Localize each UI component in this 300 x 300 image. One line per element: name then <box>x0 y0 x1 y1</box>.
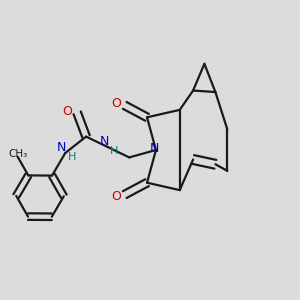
Text: CH₃: CH₃ <box>9 149 28 159</box>
Text: O: O <box>111 98 121 110</box>
Text: H: H <box>68 152 76 161</box>
Text: O: O <box>63 105 73 118</box>
Text: N: N <box>100 135 109 148</box>
Text: N: N <box>150 142 159 155</box>
Text: N: N <box>57 141 66 154</box>
Text: O: O <box>111 190 121 202</box>
Text: H: H <box>110 146 118 156</box>
